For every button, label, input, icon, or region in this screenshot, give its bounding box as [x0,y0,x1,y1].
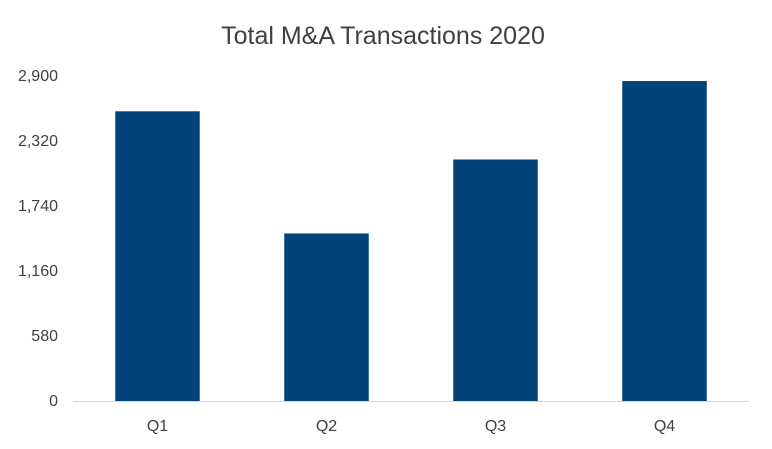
y-tick-label: 580 [31,328,58,345]
x-tick-label: Q4 [654,418,675,435]
bar-q3 [453,159,538,401]
y-tick-label: 2,900 [18,68,58,85]
bar-q1 [115,111,200,401]
x-axis-tick-labels: Q1 Q2 Q3 Q4 [147,418,675,435]
x-tick-label: Q1 [147,418,168,435]
bar-q2 [284,233,369,401]
y-tick-label: 2,320 [18,133,58,150]
y-axis-tick-labels: 0 580 1,160 1,740 2,320 2,900 [18,68,58,410]
x-tick-label: Q3 [485,418,506,435]
bar-q4 [622,81,707,402]
y-tick-label: 0 [49,393,58,410]
bars [115,81,707,402]
y-tick-label: 1,160 [18,263,58,280]
y-tick-label: 1,740 [18,198,58,215]
chart-title: Total M&A Transactions 2020 [221,22,545,50]
x-tick-label: Q2 [316,418,337,435]
